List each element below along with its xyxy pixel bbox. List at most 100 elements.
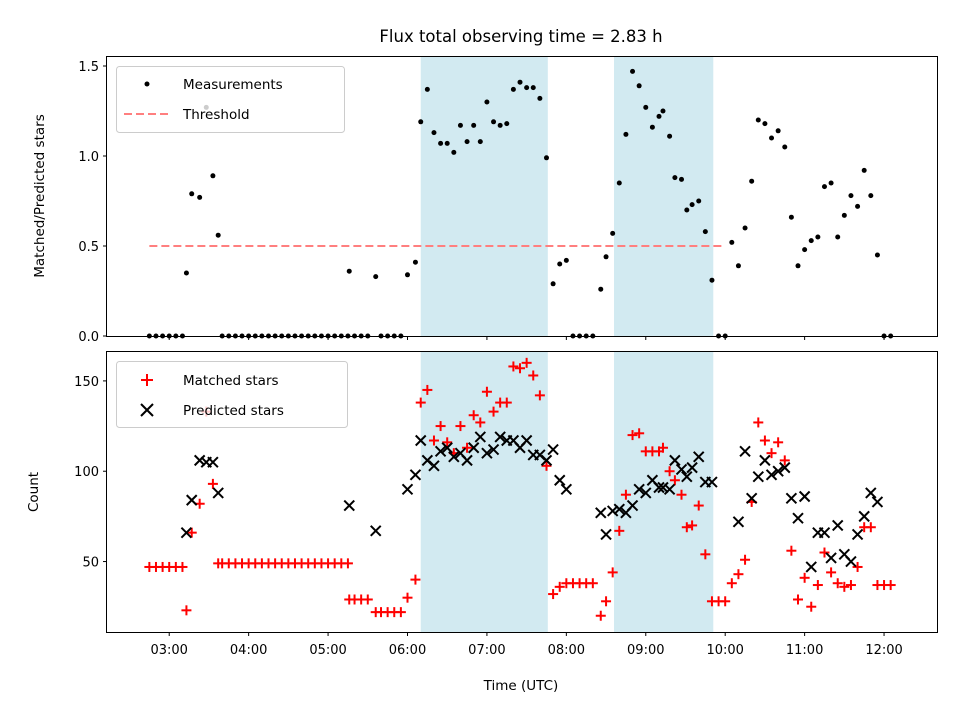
predicted-star-b: [186, 494, 198, 506]
predicted-star-point: [370, 525, 382, 537]
x-axis-label: Time (UTC): [483, 678, 559, 694]
predicted-star-b: [415, 434, 427, 447]
measurement-point: [623, 131, 629, 137]
predicted-star-b: [560, 483, 573, 495]
matched-star-point: [501, 397, 512, 408]
predicted-star-b: [693, 451, 705, 463]
predicted-star-b: [520, 434, 533, 447]
predicted-star-b: [613, 503, 626, 515]
predicted-star-b: [825, 552, 837, 564]
bottom-legend-box: [116, 361, 348, 428]
measurement-point: [424, 86, 430, 92]
matched-star-point: [865, 522, 876, 533]
predicted-star-point: [669, 454, 681, 467]
matched-star-point: [515, 363, 526, 374]
predicted-star-b: [772, 465, 784, 477]
matched-star-point: [852, 561, 863, 572]
predicted-star-point: [681, 470, 693, 483]
predicted-star-point: [434, 445, 447, 458]
predicted-star-point: [186, 494, 198, 506]
y-tick-label: 0.0: [78, 330, 99, 345]
measurement-point: [550, 281, 556, 287]
predicted-star-point: [686, 461, 698, 474]
predicted-star-point: [693, 451, 705, 463]
legend-predicted-label: Predicted stars: [183, 403, 284, 419]
predicted-star-b: [759, 454, 771, 467]
matched-star-point: [528, 370, 539, 381]
measurement-point: [616, 180, 622, 186]
matched-star-point: [700, 549, 711, 560]
matched-star-point: [587, 578, 598, 589]
predicted-star-point: [461, 454, 473, 467]
predicted-star-b: [792, 512, 804, 524]
predicted-star-point: [772, 465, 784, 477]
predicted-star-b: [865, 487, 877, 499]
predicted-star-b: [838, 548, 851, 561]
predicted-star-b: [193, 454, 206, 467]
matched-star-point: [793, 594, 804, 605]
predicted-star-b: [441, 442, 453, 454]
predicted-star-b: [212, 487, 224, 499]
measurement-point: [643, 104, 649, 110]
predicted-star-point: [487, 443, 500, 456]
measurement-point: [346, 268, 352, 274]
measurement-point: [464, 139, 470, 145]
matched-star-point: [740, 554, 751, 565]
predicted-star-b: [487, 443, 500, 456]
matched-star-point: [462, 442, 473, 453]
y-tick-label: 50: [82, 556, 99, 571]
predicted-star-b: [595, 507, 607, 519]
predicted-star-point: [540, 454, 553, 467]
measurement-point: [841, 212, 847, 218]
legend-measurements-marker: [144, 81, 150, 87]
measurement-point: [418, 119, 424, 125]
predicted-star-b: [633, 483, 645, 495]
matched-star-point: [753, 417, 764, 428]
predicted-star-point: [739, 445, 751, 458]
predicted-star-b: [732, 516, 745, 528]
measurement-point: [821, 184, 827, 190]
y-tick-label: 0.5: [78, 240, 99, 255]
predicted-star-point: [595, 507, 607, 519]
matched-star-point: [799, 572, 810, 583]
matched-star-point: [669, 475, 680, 486]
predicted-star-b: [646, 474, 659, 486]
predicted-star-point: [613, 503, 626, 515]
predicted-star-b: [818, 526, 831, 539]
measurement-point: [530, 85, 536, 91]
matched-star-point: [548, 589, 559, 600]
predicted-star-b: [640, 487, 652, 499]
measurement-point: [742, 225, 748, 231]
measurement-point: [815, 234, 821, 240]
x-tick-label: 11:00: [786, 643, 823, 658]
x-tick-label: 04:00: [230, 643, 267, 658]
measurement-point: [636, 83, 642, 89]
predicted-star-point: [401, 483, 414, 495]
matched-star-point: [442, 437, 453, 448]
chart-title: Flux total observing time = 2.83 h: [379, 27, 662, 46]
matched-star-point: [508, 361, 519, 372]
shaded-interval: [614, 57, 714, 336]
y-tick-label: 1.0: [78, 150, 99, 165]
predicted-star-b: [540, 454, 553, 467]
predicted-star-b: [626, 499, 639, 512]
x-tick-label: 05:00: [309, 643, 346, 658]
predicted-star-b: [871, 496, 884, 508]
matched-star-point: [595, 610, 606, 621]
matched-star-point: [733, 569, 744, 580]
y-tick-label: 100: [74, 465, 99, 480]
top-shaded-regions: [420, 57, 714, 336]
measurement-point: [438, 140, 444, 146]
matched-star-point: [455, 421, 466, 432]
legend-measurements-label: Measurements: [183, 77, 283, 93]
predicted-stars-points: [180, 431, 884, 573]
matched-star-point: [468, 410, 479, 421]
predicted-star-b: [507, 434, 520, 447]
measurement-point: [660, 108, 666, 114]
predicted-star-b: [401, 483, 414, 495]
measurement-point: [672, 175, 678, 181]
measurement-point: [775, 128, 781, 134]
bottom-y-axis-label: Count: [26, 472, 42, 512]
measurement-point: [412, 259, 418, 265]
predicted-star-b: [669, 454, 681, 467]
